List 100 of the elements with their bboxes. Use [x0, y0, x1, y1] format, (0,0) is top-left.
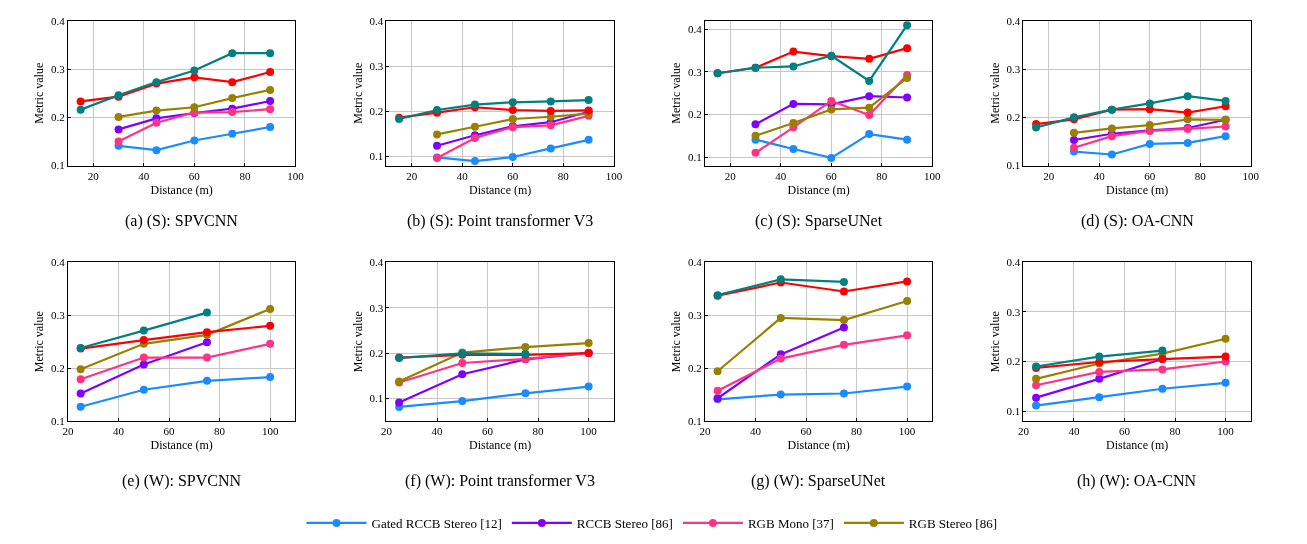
- point: [508, 115, 517, 124]
- text: (g) (W): SparseUNet: [751, 472, 886, 490]
- point: [152, 146, 161, 155]
- point: [827, 105, 836, 114]
- point: [433, 141, 442, 150]
- point: [584, 96, 593, 105]
- text: (c) (S): SparseUNet: [755, 212, 883, 230]
- point: [266, 339, 275, 348]
- x-tick-label: 80: [851, 425, 863, 438]
- point: [114, 125, 123, 134]
- point: [228, 94, 237, 103]
- x-tick-label: 100: [898, 425, 916, 438]
- y-tick-label: 0.2: [51, 361, 65, 374]
- point: [903, 93, 912, 102]
- x-tick-label: 20: [62, 425, 75, 438]
- point: [1183, 108, 1192, 117]
- point: [202, 376, 211, 385]
- point: [584, 339, 593, 348]
- point: [1069, 128, 1078, 137]
- point: [152, 118, 161, 127]
- point: [751, 148, 760, 157]
- point: [458, 370, 467, 379]
- x-tick-label: 20: [1043, 169, 1055, 182]
- point: [865, 110, 874, 119]
- point: [228, 78, 237, 87]
- point: [266, 96, 275, 105]
- x-axis-title: Distance (m): [469, 438, 532, 453]
- y-tick-label: 0.1: [51, 159, 65, 172]
- point: [546, 106, 555, 115]
- point: [266, 304, 275, 313]
- point: [713, 367, 722, 376]
- y-tick-label: 0.1: [1006, 159, 1021, 172]
- point: [839, 277, 848, 286]
- point: [76, 375, 85, 384]
- point: [839, 287, 848, 296]
- point: [1221, 96, 1230, 105]
- x-tick-label: 80: [214, 425, 226, 438]
- point: [1032, 393, 1041, 402]
- point: [76, 97, 85, 106]
- point: [152, 106, 161, 115]
- point: [228, 108, 237, 117]
- point: [1095, 352, 1104, 361]
- x-axis-title: Distance (m): [787, 438, 850, 453]
- point: [1221, 132, 1230, 141]
- y-axis-title: Metric value: [32, 62, 47, 124]
- point: [751, 131, 760, 140]
- point: [190, 103, 199, 112]
- point: [1221, 352, 1230, 361]
- point: [865, 92, 874, 101]
- point: [1183, 92, 1192, 101]
- x-axis-title: Distance (m): [1105, 182, 1169, 197]
- point: [228, 129, 237, 138]
- y-tick-label: 0.1: [369, 150, 384, 163]
- point: [865, 130, 874, 139]
- point: [1032, 401, 1041, 410]
- point: [266, 85, 275, 94]
- point: [1145, 99, 1154, 108]
- point: [458, 358, 467, 367]
- point: [139, 326, 148, 335]
- point: [266, 373, 275, 382]
- point: [266, 321, 275, 330]
- point: [433, 130, 442, 139]
- point: [76, 402, 85, 411]
- y-axis-title: Metric value: [350, 62, 365, 124]
- x-axis-title: Distance (m): [469, 182, 532, 197]
- y-tick-label: 0.3: [688, 65, 703, 78]
- y-axis-title: Metric value: [32, 311, 47, 373]
- point: [1107, 150, 1116, 159]
- x-axis-title: Distance (m): [150, 438, 213, 453]
- point: [789, 47, 798, 56]
- point: [508, 98, 517, 107]
- x-tick-label: 40: [1068, 425, 1080, 438]
- y-tick-label: 0.4: [369, 14, 384, 27]
- point: [1069, 143, 1078, 152]
- y-tick-label: 0.4: [51, 256, 66, 269]
- text: (a) (S): SPVCNN: [125, 212, 239, 230]
- point: [903, 382, 912, 391]
- point: [865, 76, 874, 85]
- x-tick-label: 100: [287, 169, 305, 182]
- point: [1032, 374, 1041, 383]
- point: [903, 44, 912, 53]
- y-tick-label: 0.4: [688, 256, 703, 269]
- point: [789, 99, 798, 108]
- y-axis-title: Metric value: [987, 62, 1002, 124]
- x-tick-label: 80: [1194, 169, 1207, 182]
- y-tick-label: 0.3: [1006, 305, 1021, 318]
- y-tick-label: 0.2: [51, 111, 65, 124]
- x-tick-label: 60: [800, 425, 813, 438]
- point: [266, 105, 275, 114]
- point: [521, 343, 530, 352]
- x-tick-label: 40: [113, 425, 125, 438]
- point: [903, 21, 912, 30]
- point: [751, 120, 760, 129]
- point: [903, 135, 912, 144]
- point: [546, 97, 555, 106]
- x-tick-label: 80: [1169, 425, 1182, 438]
- point: [903, 277, 912, 286]
- x-tick-label: 20: [87, 169, 100, 182]
- legend-label: RCCB Stereo [86]: [576, 516, 673, 532]
- y-tick-label: 0.2: [1006, 355, 1021, 368]
